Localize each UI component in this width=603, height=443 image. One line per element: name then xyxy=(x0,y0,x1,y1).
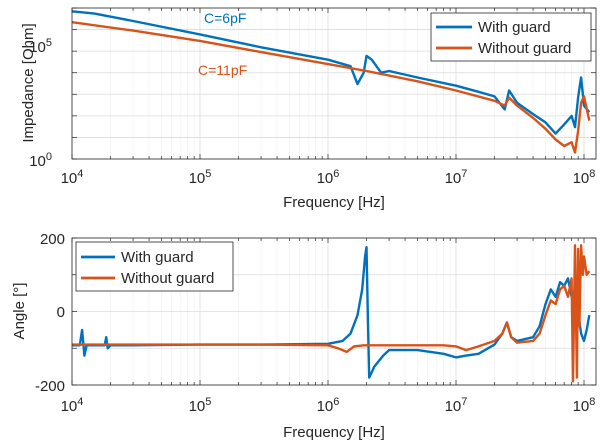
angle-xtick-label: 104 xyxy=(61,396,84,415)
impedance-xtick-label: 105 xyxy=(189,168,212,187)
impedance-xlabel: Frequency [Hz] xyxy=(283,194,385,211)
angle-ylabel: Angle [°] xyxy=(11,283,28,340)
impedance-series-without-guard xyxy=(72,21,591,154)
impedance-xtick-label: 107 xyxy=(445,168,468,187)
impedance-ylabel: Impedance [Ohm] xyxy=(20,23,37,142)
angle-ytick-label: 200 xyxy=(40,231,65,248)
angle-panel: 104 105 106 107 108 200 0 -200 Frequency… xyxy=(11,231,597,441)
legend-label-with-guard: With guard xyxy=(478,19,551,36)
angle-xtick-label: 105 xyxy=(189,396,212,415)
angle-series-without-guard xyxy=(72,244,591,383)
impedance-ytick-label: 100 xyxy=(29,151,52,170)
angle-ytick-label: -200 xyxy=(35,378,65,395)
impedance-ticks xyxy=(71,7,596,160)
angle-legend: With guard Without guard xyxy=(75,241,234,292)
annotation-without-guard: C=11pF xyxy=(198,62,247,78)
impedance-legend: With guard Without guard xyxy=(430,12,592,62)
angle-xlabel: Frequency [Hz] xyxy=(283,424,385,441)
impedance-xtick-label: 108 xyxy=(573,168,596,187)
angle-legend-box xyxy=(75,241,234,292)
angle-ticks xyxy=(71,237,596,386)
angle-ytick-label: 0 xyxy=(57,304,65,321)
impedance-xtick-label: 106 xyxy=(317,168,340,187)
impedance-series-with-guard xyxy=(72,10,591,135)
impedance-xtick-label: 104 xyxy=(61,168,84,187)
impedance-panel: 104 105 106 107 108 105 100 Frequency [H… xyxy=(20,7,597,211)
legend-label-without-guard: Without guard xyxy=(121,270,214,287)
impedance-axes-box xyxy=(71,7,597,160)
legend-label-with-guard: With guard xyxy=(121,249,194,266)
impedance-legend-box xyxy=(430,12,592,62)
angle-xtick-label: 107 xyxy=(445,396,468,415)
angle-xtick-label: 106 xyxy=(317,396,340,415)
annotation-with-guard: C=6pF xyxy=(204,10,246,26)
legend-label-without-guard: Without guard xyxy=(478,40,571,57)
angle-xtick-label: 108 xyxy=(573,396,596,415)
impedance-ytick-label: 105 xyxy=(29,37,52,56)
